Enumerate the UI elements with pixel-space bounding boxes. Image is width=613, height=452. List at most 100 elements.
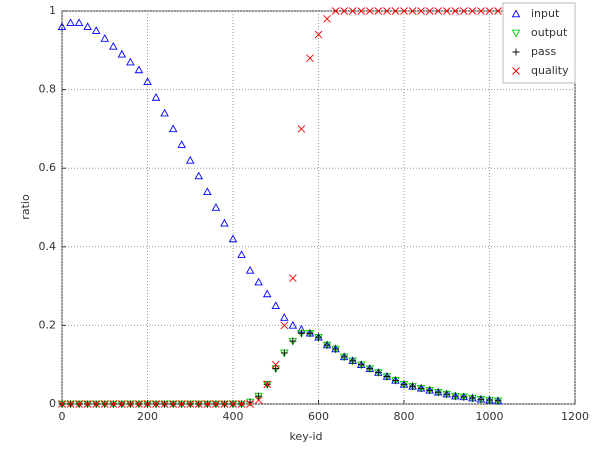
marker [280, 349, 288, 357]
marker [494, 397, 502, 405]
x-axis-label: key-id [289, 430, 322, 443]
marker [485, 7, 494, 15]
marker [434, 7, 443, 15]
marker [323, 341, 331, 349]
marker [408, 7, 417, 15]
marker [83, 400, 92, 408]
marker [340, 7, 348, 15]
marker [237, 250, 246, 258]
marker [185, 155, 195, 164]
marker [289, 274, 297, 283]
marker [203, 187, 212, 196]
marker [91, 26, 101, 34]
marker [349, 357, 357, 365]
legend-label: pass [531, 45, 556, 58]
marker [409, 382, 417, 390]
marker [314, 30, 323, 39]
marker [254, 396, 263, 404]
marker [340, 353, 348, 361]
marker [194, 171, 204, 180]
y-tick-label: 0.6 [39, 161, 57, 174]
marker [306, 54, 314, 62]
marker [245, 265, 255, 274]
marker [151, 93, 161, 101]
marker [426, 386, 434, 394]
x-tick-label: 0 [59, 410, 66, 423]
marker [74, 18, 84, 27]
marker [468, 394, 476, 402]
marker [468, 7, 477, 15]
marker [460, 7, 468, 15]
marker [212, 400, 220, 408]
y-axis-label: ratio [19, 194, 32, 220]
y-tick-label: 0.8 [39, 83, 57, 96]
marker [118, 400, 126, 408]
marker [417, 7, 425, 15]
marker [280, 313, 289, 321]
marker [100, 34, 110, 42]
marker [237, 400, 246, 408]
marker [83, 22, 92, 30]
marker [383, 7, 391, 15]
legend-marker [512, 67, 520, 75]
marker [271, 301, 281, 309]
marker [126, 400, 135, 408]
marker [332, 345, 340, 353]
marker [391, 376, 399, 384]
x-tick-label: 1000 [476, 410, 504, 423]
marker [58, 400, 66, 408]
marker [400, 7, 408, 15]
marker [254, 277, 263, 286]
legend-marker [512, 48, 520, 56]
y-tick-label: 1 [49, 4, 56, 17]
marker [451, 392, 459, 400]
marker [425, 7, 434, 15]
marker [348, 7, 357, 15]
marker [194, 400, 203, 408]
marker [109, 400, 118, 408]
marker [160, 108, 169, 117]
marker [263, 380, 272, 389]
marker [255, 392, 263, 400]
marker [280, 321, 289, 330]
marker [315, 333, 322, 341]
marker [143, 400, 152, 408]
marker [134, 65, 144, 74]
marker [400, 380, 408, 388]
marker [126, 57, 135, 66]
y-tick-label: 0.4 [39, 240, 57, 253]
x-tick-label: 600 [308, 410, 329, 423]
marker [57, 22, 67, 30]
marker [186, 400, 195, 408]
marker [494, 7, 502, 15]
marker [152, 400, 160, 408]
marker [477, 395, 485, 403]
marker [75, 400, 83, 408]
marker [272, 365, 280, 373]
legend-marker [511, 29, 521, 38]
marker [297, 329, 305, 337]
x-tick-label: 400 [223, 410, 244, 423]
marker [220, 400, 229, 408]
marker [297, 125, 306, 133]
x-tick-label: 1200 [561, 410, 589, 423]
marker [271, 360, 280, 369]
marker [177, 400, 186, 408]
marker [160, 400, 169, 408]
marker [117, 49, 127, 58]
marker [331, 7, 340, 15]
x-tick-label: 800 [394, 410, 415, 423]
legend-label: input [531, 7, 560, 20]
marker [92, 400, 101, 408]
plot-frame [61, 10, 576, 405]
y-tick-label: 0.2 [39, 318, 57, 331]
marker [460, 393, 468, 401]
marker [477, 7, 485, 15]
marker [323, 15, 331, 23]
marker [391, 7, 400, 15]
marker [357, 7, 366, 15]
marker [383, 372, 391, 380]
marker [229, 400, 237, 408]
marker [135, 400, 143, 408]
